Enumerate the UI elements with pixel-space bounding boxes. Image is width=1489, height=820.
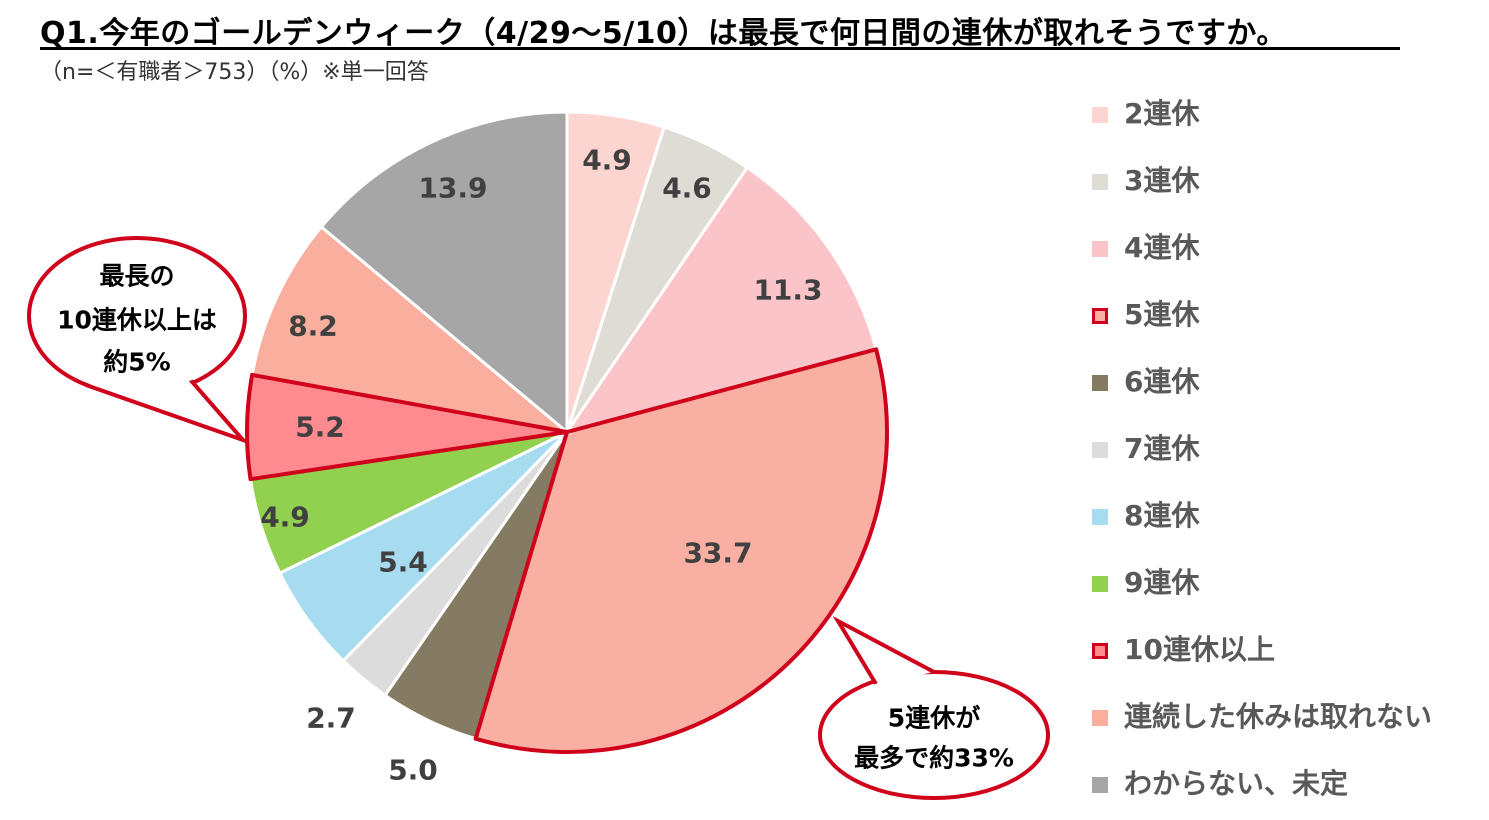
pie-value-label-8: 4.9 bbox=[260, 501, 310, 534]
callout-text-1-2: 10連休以上は bbox=[57, 306, 217, 335]
legend-swatch-2 bbox=[1092, 174, 1108, 190]
legend-swatch-8 bbox=[1092, 576, 1108, 592]
pie-value-label-4: 33.7 bbox=[683, 537, 752, 570]
highlight-outline-2 bbox=[245, 372, 569, 482]
legend-label-7: 8連休 bbox=[1124, 499, 1200, 532]
title-underline bbox=[40, 47, 1400, 50]
pie-value-label-5: 5.0 bbox=[388, 754, 438, 787]
legend-label-9: 10連休以上 bbox=[1124, 633, 1275, 666]
callout-fill-1 bbox=[32, 241, 242, 391]
legend-label-6: 7連休 bbox=[1124, 432, 1200, 465]
pie-value-label-2: 4.6 bbox=[662, 172, 712, 205]
callout-text-1-3: 約5% bbox=[103, 348, 170, 377]
legend-label-10: 連続した休みは取れない bbox=[1124, 700, 1433, 733]
legend-label-4: 5連休 bbox=[1124, 298, 1200, 331]
callout-fill-2 bbox=[823, 675, 1045, 795]
legend-label-2: 3連休 bbox=[1124, 164, 1200, 197]
chart-title: Q1.今年のゴールデンウィーク（4/29～5/10）は最長で何日間の連休が取れそ… bbox=[40, 16, 1287, 51]
legend-swatch-9 bbox=[1092, 643, 1108, 659]
pie-value-label-9: 5.2 bbox=[295, 411, 345, 444]
pie-value-label-1: 4.9 bbox=[582, 144, 632, 177]
legend-label-1: 2連休 bbox=[1124, 97, 1200, 130]
pie-value-label-7: 5.4 bbox=[378, 546, 428, 579]
pie-slice-3 bbox=[563, 165, 878, 435]
legend-swatch-7 bbox=[1092, 509, 1108, 525]
pie-value-label-3: 11.3 bbox=[753, 274, 822, 307]
legend-label-5: 6連休 bbox=[1124, 365, 1200, 398]
pie-slices bbox=[245, 110, 889, 754]
legend-label-3: 4連休 bbox=[1124, 231, 1200, 264]
legend-swatch-1 bbox=[1092, 107, 1108, 123]
legend-swatch-6 bbox=[1092, 442, 1108, 458]
legend-swatch-3 bbox=[1092, 241, 1108, 257]
pie-slice-10 bbox=[250, 224, 573, 435]
callout-text-1-1: 最長の bbox=[99, 262, 174, 291]
legend-swatch-4 bbox=[1092, 308, 1108, 324]
pie-value-label-10: 8.2 bbox=[288, 310, 338, 343]
pie-value-label-11: 13.9 bbox=[418, 172, 487, 205]
pie-value-label-6: 2.7 bbox=[306, 702, 356, 735]
legend-swatch-11 bbox=[1092, 777, 1108, 793]
legend-swatch-5 bbox=[1092, 375, 1108, 391]
highlight-outline-1 bbox=[473, 347, 889, 754]
legend-label-11: わからない、未定 bbox=[1124, 767, 1349, 800]
callout-text-2-1: 5連休が bbox=[888, 704, 980, 733]
legend-label-8: 9連休 bbox=[1124, 566, 1200, 599]
chart-subtitle: （n=＜有職者＞753）（%）※単一回答 bbox=[40, 60, 429, 85]
pie-value-labels: 4.9 4.6 11.3 33.7 5.0 2.7 5.4 4.9 5.2 8.2 13.9 bbox=[260, 144, 822, 787]
legend-swatch-10 bbox=[1092, 710, 1108, 726]
pie-slice-11 bbox=[319, 110, 569, 436]
callout-text-2-2: 最多で約33% bbox=[854, 744, 1014, 773]
callout-tail-2 bbox=[832, 615, 935, 686]
